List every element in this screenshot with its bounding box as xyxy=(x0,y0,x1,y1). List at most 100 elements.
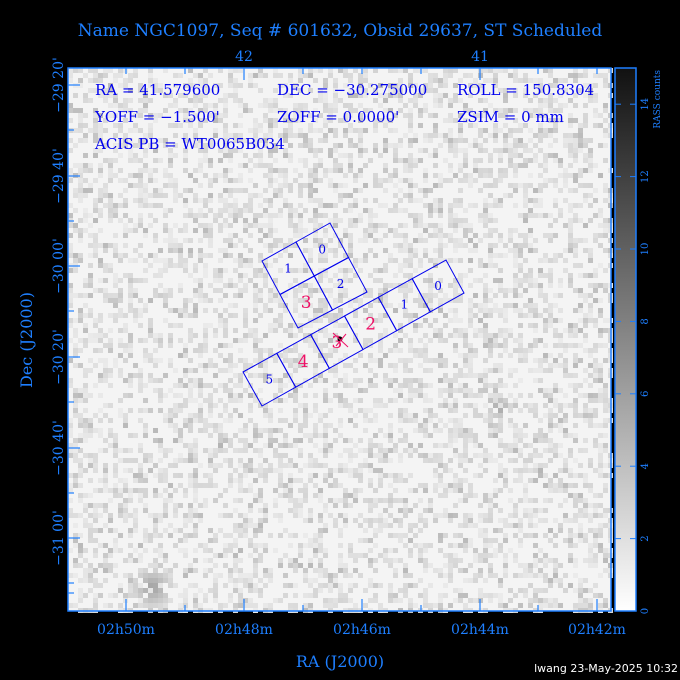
image-pixel xyxy=(83,208,88,213)
image-pixel xyxy=(408,183,413,188)
image-pixel xyxy=(138,143,143,148)
image-pixel xyxy=(93,413,98,418)
image-pixel xyxy=(338,293,343,298)
image-pixel xyxy=(93,508,98,513)
image-pixel xyxy=(353,383,358,388)
image-pixel xyxy=(88,533,93,538)
image-pixel xyxy=(448,168,453,173)
image-pixel xyxy=(448,543,453,548)
image-pixel xyxy=(408,508,413,513)
image-pixel xyxy=(478,558,483,563)
image-pixel xyxy=(308,268,313,273)
image-pixel xyxy=(393,153,398,158)
image-pixel xyxy=(128,373,133,378)
image-pixel xyxy=(338,398,343,403)
image-pixel xyxy=(488,333,493,338)
image-pixel xyxy=(118,368,123,373)
image-pixel xyxy=(433,113,438,118)
image-pixel xyxy=(533,133,538,138)
image-pixel xyxy=(328,293,333,298)
image-pixel xyxy=(208,423,213,428)
image-pixel xyxy=(598,333,603,338)
image-pixel xyxy=(298,448,303,453)
image-pixel xyxy=(568,468,573,473)
image-pixel xyxy=(263,303,268,308)
image-pixel xyxy=(123,358,128,363)
image-pixel xyxy=(553,423,558,428)
image-pixel xyxy=(373,278,378,283)
image-pixel xyxy=(533,438,538,443)
image-pixel xyxy=(468,173,473,178)
image-pixel xyxy=(488,453,493,458)
image-pixel xyxy=(413,353,418,358)
image-pixel xyxy=(208,178,213,183)
image-pixel xyxy=(573,148,578,153)
image-pixel xyxy=(553,293,558,298)
image-pixel xyxy=(408,338,413,343)
image-pixel xyxy=(223,328,228,333)
image-pixel xyxy=(123,313,128,318)
image-pixel xyxy=(328,108,333,113)
image-pixel xyxy=(298,383,303,388)
image-pixel xyxy=(518,473,523,478)
image-pixel xyxy=(308,518,313,523)
image-pixel xyxy=(218,248,223,253)
image-pixel xyxy=(348,88,353,93)
image-pixel xyxy=(138,243,143,248)
image-pixel xyxy=(518,378,523,383)
image-pixel xyxy=(183,188,188,193)
image-pixel xyxy=(583,103,588,108)
image-pixel xyxy=(593,358,598,363)
image-pixel xyxy=(233,88,238,93)
image-pixel xyxy=(238,498,243,503)
image-pixel xyxy=(478,158,483,163)
image-pixel xyxy=(498,473,503,478)
image-pixel xyxy=(88,338,93,343)
image-pixel xyxy=(148,458,153,463)
image-pixel xyxy=(523,78,528,83)
image-pixel xyxy=(218,413,223,418)
image-pixel xyxy=(508,333,513,338)
image-pixel xyxy=(478,388,483,393)
image-pixel xyxy=(583,198,588,203)
image-pixel xyxy=(413,413,418,418)
image-pixel xyxy=(468,248,473,253)
image-pixel xyxy=(463,538,468,543)
image-pixel xyxy=(183,263,188,268)
image-pixel xyxy=(268,353,273,358)
image-pixel xyxy=(588,253,593,258)
image-pixel xyxy=(223,168,228,173)
image-pixel xyxy=(103,188,108,193)
image-pixel xyxy=(293,398,298,403)
image-pixel xyxy=(223,333,228,338)
image-pixel xyxy=(553,183,558,188)
image-pixel xyxy=(503,338,508,343)
image-pixel xyxy=(548,238,553,243)
image-pixel xyxy=(158,478,163,483)
image-pixel xyxy=(473,413,478,418)
image-pixel xyxy=(238,573,243,578)
image-pixel xyxy=(228,153,233,158)
image-pixel xyxy=(303,338,308,343)
image-pixel xyxy=(533,463,538,468)
image-pixel xyxy=(388,258,393,263)
image-pixel xyxy=(373,213,378,218)
image-pixel xyxy=(483,448,488,453)
image-pixel xyxy=(168,323,173,328)
image-pixel xyxy=(73,353,78,358)
image-pixel xyxy=(568,493,573,498)
image-pixel xyxy=(453,448,458,453)
image-pixel xyxy=(528,478,533,483)
image-pixel xyxy=(258,273,263,278)
image-pixel xyxy=(208,473,213,478)
image-pixel xyxy=(368,223,373,228)
image-pixel xyxy=(348,153,353,158)
image-pixel xyxy=(168,583,173,588)
image-pixel xyxy=(73,478,78,483)
image-pixel xyxy=(93,363,98,368)
image-pixel xyxy=(513,523,518,528)
image-pixel xyxy=(373,403,378,408)
image-pixel xyxy=(163,93,168,98)
image-pixel xyxy=(138,383,143,388)
image-pixel xyxy=(173,543,178,548)
